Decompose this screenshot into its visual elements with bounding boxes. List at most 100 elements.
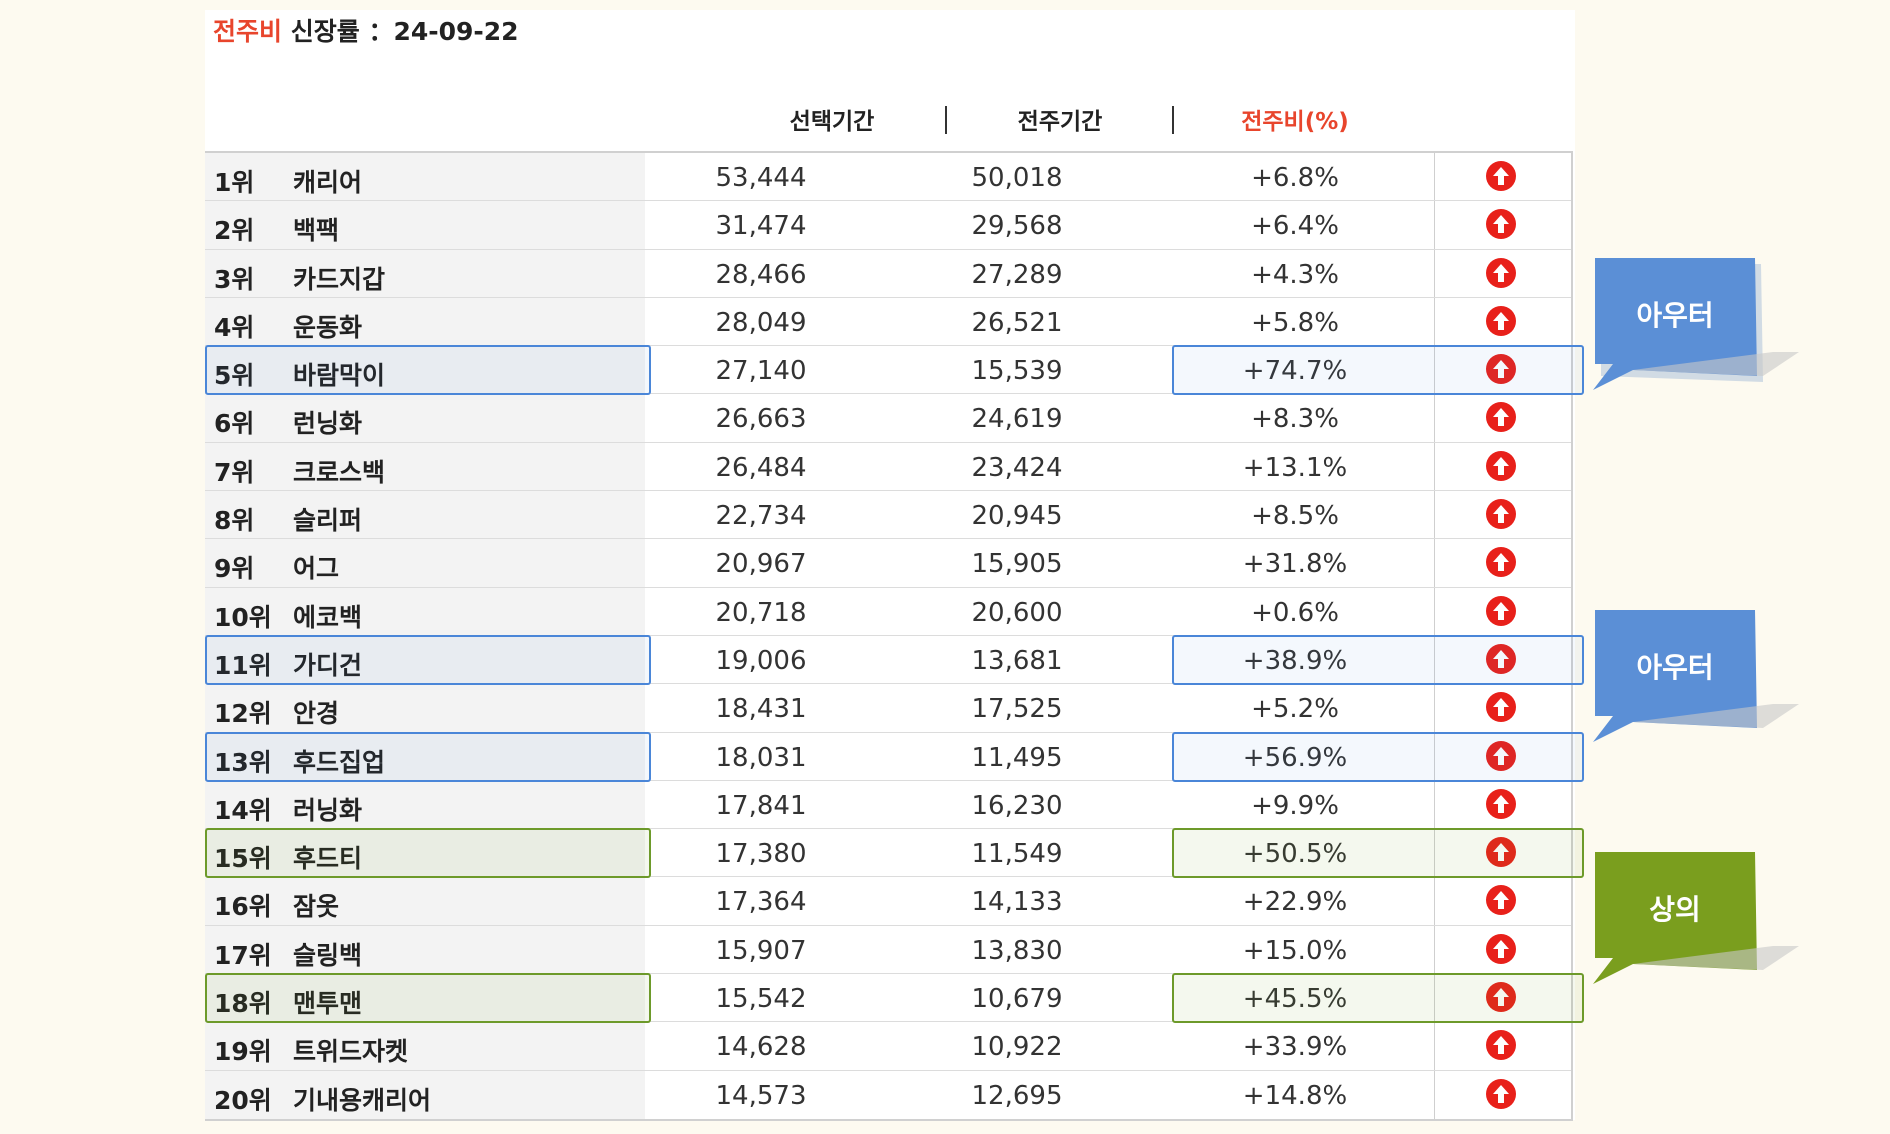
ratio-value: +33.9% (1242, 1032, 1348, 1063)
rank-cell-bg (205, 732, 645, 780)
rank-label: 16위 (214, 892, 272, 922)
keyword-label[interactable]: 슬링백 (293, 940, 363, 970)
column-divider (1434, 442, 1435, 491)
keyword-label[interactable]: 트위드자켓 (293, 1037, 409, 1067)
column-divider (1434, 780, 1435, 829)
prev-period-value: 15,539 (971, 356, 1063, 387)
arrow-up-circle-icon (1486, 1078, 1516, 1109)
title-accent: 전주비 (213, 17, 283, 46)
rank-cell-bg (205, 974, 645, 1022)
column-divider (1434, 635, 1435, 684)
column-divider (1434, 829, 1435, 877)
keyword-label[interactable]: 크로스백 (293, 457, 386, 487)
rank-cell-bg (205, 201, 645, 249)
rank-cell-bg (205, 829, 645, 877)
keyword-label[interactable]: 런닝화 (293, 409, 363, 439)
rank-cell-bg (205, 925, 645, 974)
keyword-label[interactable]: 가디건 (293, 650, 363, 680)
keyword-label[interactable]: 바람막이 (293, 361, 386, 391)
callout-bubble-icon (1593, 610, 1799, 742)
table-row: 13위 후드집업 18,031 11,495 +56.9% (205, 732, 1571, 781)
table-row: 18위 맨투맨 15,542 10,679 +45.5% (205, 974, 1571, 1023)
callout-top: 상의 (1593, 852, 1799, 984)
keyword-label[interactable]: 잠옷 (293, 892, 340, 922)
selected-period-value: 19,006 (715, 645, 807, 676)
prev-period-value: 11,549 (971, 839, 1063, 870)
callout-label: 상의 (1649, 893, 1701, 926)
callout-bubble-icon (1593, 852, 1799, 984)
arrow-up-circle-icon (1486, 740, 1516, 771)
selected-period-value: 14,573 (715, 1080, 807, 1111)
arrow-up-circle-icon (1486, 499, 1516, 530)
callout-outer-2: 아우터 (1593, 610, 1799, 742)
arrow-up-circle-icon (1486, 1030, 1516, 1061)
keyword-label[interactable]: 슬리퍼 (293, 506, 363, 536)
table-row: 19위 트위드자켓 14,628 10,922 +33.9% (205, 1022, 1571, 1071)
table-row: 1위 캐리어 53,444 50,018 +6.8% (205, 153, 1571, 202)
arrow-up-circle-icon (1486, 354, 1516, 385)
selected-period-value: 22,734 (715, 501, 807, 532)
keyword-highlight-box (205, 828, 651, 879)
selected-period-value: 26,663 (715, 404, 807, 435)
rank-cell-bg (205, 346, 645, 394)
keyword-label[interactable]: 카드지갑 (293, 264, 386, 294)
keyword-label[interactable]: 에코백 (293, 602, 363, 632)
ratio-highlight-box (1172, 973, 1584, 1024)
table-row: 2위 백팩 31,474 29,568 +6.4% (205, 201, 1571, 250)
prev-period-value: 23,424 (971, 452, 1063, 483)
arrow-up-circle-icon (1486, 982, 1516, 1013)
selected-period-value: 26,484 (715, 452, 807, 483)
prev-period-value: 14,133 (971, 887, 1063, 918)
ratio-value: +74.7% (1242, 356, 1348, 387)
ratio-value: +31.8% (1242, 549, 1348, 580)
column-header-ratio: 전주비(%) (1241, 109, 1349, 135)
title-text: 신장률 ：24-09-22 (290, 17, 519, 46)
ratio-value: +9.9% (1251, 790, 1339, 821)
column-divider (1434, 925, 1435, 974)
keyword-label[interactable]: 기내용캐리어 (293, 1085, 432, 1115)
prev-period-value: 10,922 (971, 1032, 1063, 1063)
column-header-selected: 선택기간 (789, 109, 875, 135)
column-divider (1434, 201, 1435, 249)
callout-outer-1: 아우터 (1593, 258, 1799, 390)
rank-cell-bg (205, 877, 645, 925)
keyword-label[interactable]: 후드티 (293, 844, 363, 874)
selected-period-value: 18,031 (715, 742, 807, 773)
keyword-label[interactable]: 러닝화 (293, 795, 363, 825)
arrow-up-circle-icon (1486, 885, 1516, 916)
rank-cell-bg (205, 1022, 645, 1070)
ratio-value: +45.5% (1242, 984, 1348, 1015)
keyword-label[interactable]: 운동화 (293, 312, 363, 342)
column-divider (1434, 684, 1435, 732)
prev-period-value: 24,619 (971, 404, 1063, 435)
prev-period-value: 50,018 (971, 163, 1063, 193)
keyword-label[interactable]: 백팩 (293, 216, 340, 246)
ratio-value: +15.0% (1242, 935, 1348, 966)
rank-label: 13위 (214, 747, 272, 777)
table-row: 5위 바람막이 27,140 15,539 +74.7% (205, 346, 1571, 395)
ratio-value: +8.3% (1251, 404, 1339, 435)
prev-period-value: 20,945 (971, 501, 1063, 532)
table-row: 6위 런닝화 26,663 24,619 +8.3% (205, 394, 1571, 443)
rank-label: 7위 (214, 457, 255, 487)
rank-label: 18위 (214, 989, 272, 1019)
rank-label: 9위 (214, 554, 255, 584)
rank-cell-bg (205, 153, 645, 201)
ratio-highlight-box (1172, 345, 1584, 396)
selected-period-value: 28,466 (715, 259, 807, 290)
table-row: 3위 카드지갑 28,466 27,289 +4.3% (205, 249, 1571, 298)
selected-period-value: 27,140 (715, 356, 807, 387)
arrow-up-circle-icon (1486, 161, 1516, 191)
keyword-label[interactable]: 후드집업 (293, 747, 386, 777)
rank-cell-bg (205, 587, 645, 635)
table-row: 9위 어그 20,967 15,905 +31.8% (205, 539, 1571, 588)
ratio-highlight-box (1172, 635, 1584, 686)
keyword-label[interactable]: 어그 (293, 554, 340, 584)
table-row: 14위 러닝화 17,841 16,230 +9.9% (205, 780, 1571, 830)
column-divider (1434, 732, 1435, 780)
keyword-label[interactable]: 안경 (293, 699, 340, 729)
table-row: 16위 잠옷 17,364 14,133 +22.9% (205, 877, 1571, 926)
rank-cell-bg (205, 1070, 645, 1119)
keyword-label[interactable]: 캐리어 (293, 168, 363, 197)
keyword-label[interactable]: 맨투맨 (293, 989, 363, 1019)
